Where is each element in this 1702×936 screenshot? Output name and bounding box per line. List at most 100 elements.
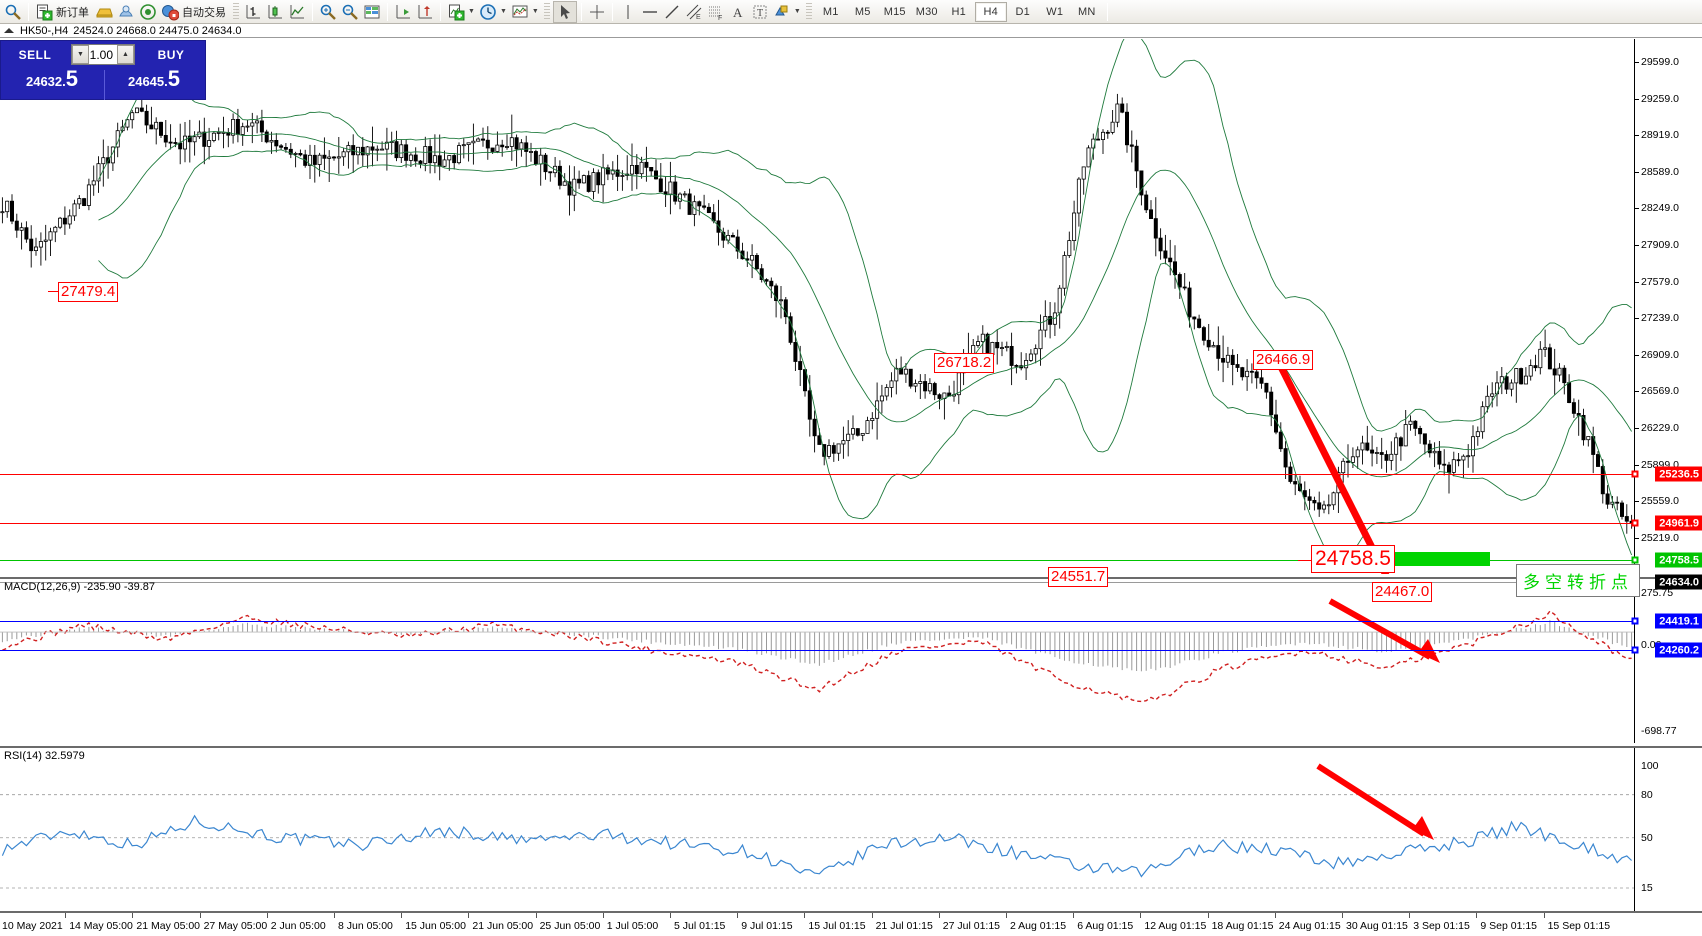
data-window-icon[interactable] (361, 1, 383, 23)
chevron-down-icon[interactable]: ▼ (499, 8, 507, 15)
toolbar-separator (580, 2, 582, 21)
gold-bar-icon[interactable] (93, 1, 115, 23)
buy-price[interactable]: 24645 . 5 (103, 68, 205, 99)
text-note-turning-point[interactable]: 多空转折点 (1516, 564, 1640, 597)
text-label-icon[interactable]: T (749, 1, 771, 23)
toolbar-separator (1106, 2, 1108, 21)
price-callout-26718[interactable]: 26718.2 (934, 353, 995, 373)
price-tag-24634-0[interactable]: 24634.0 (1655, 574, 1702, 590)
trendline-icon[interactable] (661, 1, 683, 23)
sell-price-dot: . (62, 74, 66, 89)
crosshair-icon[interactable] (586, 1, 608, 23)
toolbar-grip[interactable] (543, 2, 550, 21)
fibonacci-icon[interactable]: F (705, 1, 727, 23)
chevron-down-icon[interactable]: ▼ (531, 8, 539, 15)
new-order-button[interactable]: 新订单 (33, 1, 93, 23)
collapse-triangle-icon[interactable] (4, 28, 14, 33)
period-button[interactable]: ▼ (477, 1, 509, 23)
price-axis[interactable]: 29599.0 29259.0 28919.0 28589.0 28249.0 27909… (1631, 39, 1702, 658)
time-tick-mark (871, 913, 873, 918)
time-axis[interactable]: 10 May 2021 14 May 05:00 21 May 05:00 27 Ma… (0, 911, 1702, 936)
chevron-down-icon[interactable]: ▼ (793, 8, 801, 15)
sell-price[interactable]: 24632 . 5 (1, 68, 103, 99)
timeframe-m5[interactable]: M5 (854, 5, 871, 18)
price-chart-pane[interactable]: 27479.4 26718.2 26466.9 24758.5 24551.7 … (0, 39, 1702, 658)
toolbar-separator (440, 2, 441, 21)
price-callout-27479[interactable]: 27479.4 (58, 282, 119, 302)
timeframe-m30[interactable]: M30 (915, 5, 938, 18)
equidistant-channel-icon[interactable]: E (683, 1, 705, 23)
candlestick-chart-icon[interactable] (264, 1, 286, 23)
vertical-line-icon[interactable] (617, 1, 639, 23)
timeframe-m1[interactable]: M1 (822, 5, 839, 18)
shapes-button[interactable]: ▼ (771, 1, 803, 23)
price-callout-24758[interactable]: 24758.5 (1311, 545, 1395, 573)
timeframe-mn[interactable]: MN (1077, 5, 1096, 18)
volume-increment-icon[interactable]: ▲ (117, 45, 134, 64)
timeframe-h1[interactable]: H1 (951, 5, 966, 18)
timeframe-h4[interactable]: H4 (974, 1, 1007, 22)
price-tick-label: 26229.0 (1641, 422, 1679, 434)
price-callout-24551[interactable]: 24551.7 (1048, 567, 1109, 587)
support-line-blue-2[interactable] (0, 650, 1634, 651)
buy-button-label[interactable]: BUY (157, 47, 185, 62)
level-handle[interactable] (1631, 617, 1639, 625)
toolbar-separator (387, 2, 388, 21)
timeframe-m15[interactable]: M15 (883, 5, 906, 18)
chevron-down-icon[interactable]: ▼ (468, 8, 475, 15)
toolbar-grip[interactable] (805, 2, 812, 21)
rsi-axis[interactable]: 100 80 50 15 (1634, 748, 1702, 911)
templates-button[interactable]: ▼ (509, 1, 541, 23)
volume-input[interactable]: 1.00 (89, 47, 113, 62)
support-line-blue-1[interactable] (0, 621, 1634, 622)
bar-chart-icon[interactable] (242, 1, 264, 23)
macd-axis[interactable]: 275.75 0.00 -698.77 (1634, 579, 1702, 743)
price-tick-label: 28919.0 (1641, 129, 1679, 142)
signal-icon[interactable] (137, 1, 159, 23)
toolbar-grip[interactable] (233, 2, 239, 21)
time-tick-label: 15 Jun 05:00 (405, 920, 466, 932)
price-plot-area[interactable]: 27479.4 26718.2 26466.9 24758.5 24551.7 … (0, 39, 1640, 651)
macd-pane[interactable]: MACD(12,26,9) -235.90 -39.87 275.75 0.00-… (0, 577, 1702, 743)
line-chart-icon[interactable] (286, 1, 308, 23)
price-tag-24419-1[interactable]: 24419.1 (1655, 613, 1702, 629)
current-price-line[interactable] (0, 582, 1634, 583)
level-handle[interactable] (1631, 519, 1639, 527)
crosshair-cursor-icon[interactable] (2, 1, 24, 23)
auto-scroll-icon[interactable] (414, 1, 436, 23)
sell-button-label[interactable]: SELL (18, 47, 52, 62)
volume-stepper[interactable]: ▼ 1.00 ▲ (71, 44, 135, 65)
volume-decrement-icon[interactable]: ▼ (72, 45, 89, 64)
price-callout-24467[interactable]: 24467.0 (1372, 582, 1433, 602)
level-handle[interactable] (1631, 646, 1639, 654)
time-tick-label: 21 May 05:00 (136, 920, 201, 932)
callout-stub (48, 291, 60, 292)
rsi-pane[interactable]: RSI(14) 32.5979 100 80 50 15 (0, 746, 1702, 911)
price-tag-24961-9[interactable]: 24961.9 (1655, 515, 1702, 531)
level-handle[interactable] (1631, 470, 1639, 478)
price-tag-25236-5[interactable]: 25236.5 (1655, 466, 1702, 482)
shift-chart-icon[interactable] (392, 1, 414, 23)
text-icon[interactable]: A (727, 1, 749, 23)
profile-icon[interactable] (115, 1, 137, 23)
macd-tick-label: -698.77 (1641, 725, 1677, 737)
zoom-in-icon[interactable] (317, 1, 339, 23)
shapes-icon (773, 3, 791, 21)
level-handle[interactable] (1631, 556, 1639, 564)
timeframe-w1[interactable]: W1 (1046, 5, 1064, 18)
resistance-line-2[interactable] (0, 523, 1634, 524)
cursor-icon[interactable] (552, 0, 577, 23)
timeframe-d1[interactable]: D1 (1015, 5, 1030, 18)
rsi-plot-area[interactable] (0, 748, 1634, 911)
auto-trading-button[interactable]: 自动交易 (159, 1, 230, 23)
time-tick-mark (199, 913, 201, 918)
macd-plot-area[interactable] (0, 579, 1634, 743)
resistance-line-1[interactable] (0, 474, 1634, 475)
price-tag-24758-5[interactable]: 24758.5 (1655, 552, 1702, 568)
svg-text:T: T (757, 8, 763, 19)
price-tag-24260-2[interactable]: 24260.2 (1655, 642, 1702, 658)
zoom-out-icon[interactable] (339, 1, 361, 23)
horizontal-line-icon[interactable] (639, 1, 661, 23)
indicators-button[interactable]: ▼ (445, 1, 477, 23)
price-callout-26466[interactable]: 26466.9 (1253, 350, 1314, 370)
